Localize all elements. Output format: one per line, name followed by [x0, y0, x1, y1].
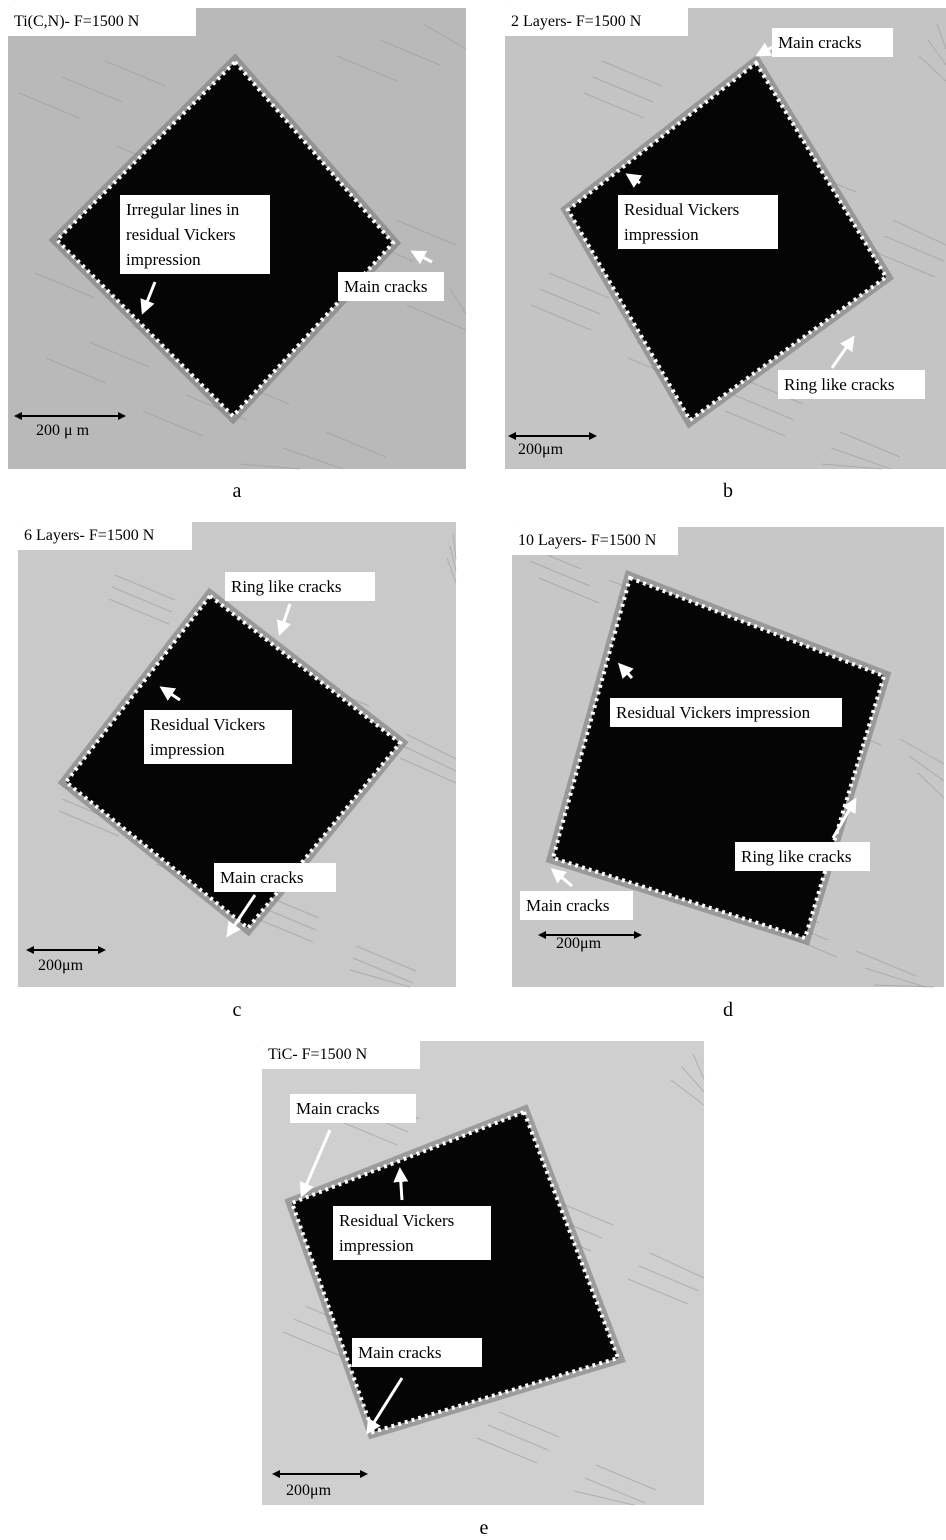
scale-label: 200μm	[286, 1482, 331, 1500]
arrow	[400, 1170, 402, 1200]
panel-title: 2 Layers- F=1500 N	[505, 8, 688, 36]
scale-label: 200 μ m	[36, 422, 89, 440]
panel-caption: c	[233, 999, 242, 1022]
page: (() => { const data = JSON.parse(documen…	[0, 0, 946, 1539]
scale-label: 200μm	[38, 957, 83, 975]
annotation-label: Ring like cracks	[735, 842, 870, 871]
annotation-label: Main cracks	[520, 891, 633, 920]
panel-caption: e	[480, 1517, 489, 1540]
panel-caption: a	[233, 480, 242, 503]
scale-label: 200μm	[556, 935, 601, 953]
annotation-label: Main cracks	[214, 863, 336, 892]
panel-caption: d	[723, 999, 733, 1022]
panel-caption: b	[723, 480, 733, 503]
scale-label: 200μm	[518, 441, 563, 459]
panel-title: Ti(C,N)- F=1500 N	[8, 8, 196, 36]
panel-title: TiC- F=1500 N	[262, 1041, 420, 1069]
panel-title: 10 Layers- F=1500 N	[512, 527, 678, 555]
annotation-label: Main cracks	[352, 1338, 482, 1367]
annotation-label: Residual Vickers impression	[618, 195, 778, 249]
panel-title: 6 Layers- F=1500 N	[18, 522, 192, 550]
annotation-label: Main cracks	[338, 272, 444, 301]
annotation-label: Main cracks	[290, 1094, 416, 1123]
annotation-label: Irregular lines in residual Vickers impr…	[120, 195, 270, 274]
annotation-label: Main cracks	[772, 28, 893, 57]
annotation-label: Residual Vickers impression	[144, 710, 292, 764]
annotation-label: Ring like cracks	[778, 370, 925, 399]
annotation-label: Residual Vickers impression	[333, 1206, 491, 1260]
annotation-label: Ring like cracks	[225, 572, 375, 601]
annotation-label: Residual Vickers impression	[610, 698, 842, 727]
